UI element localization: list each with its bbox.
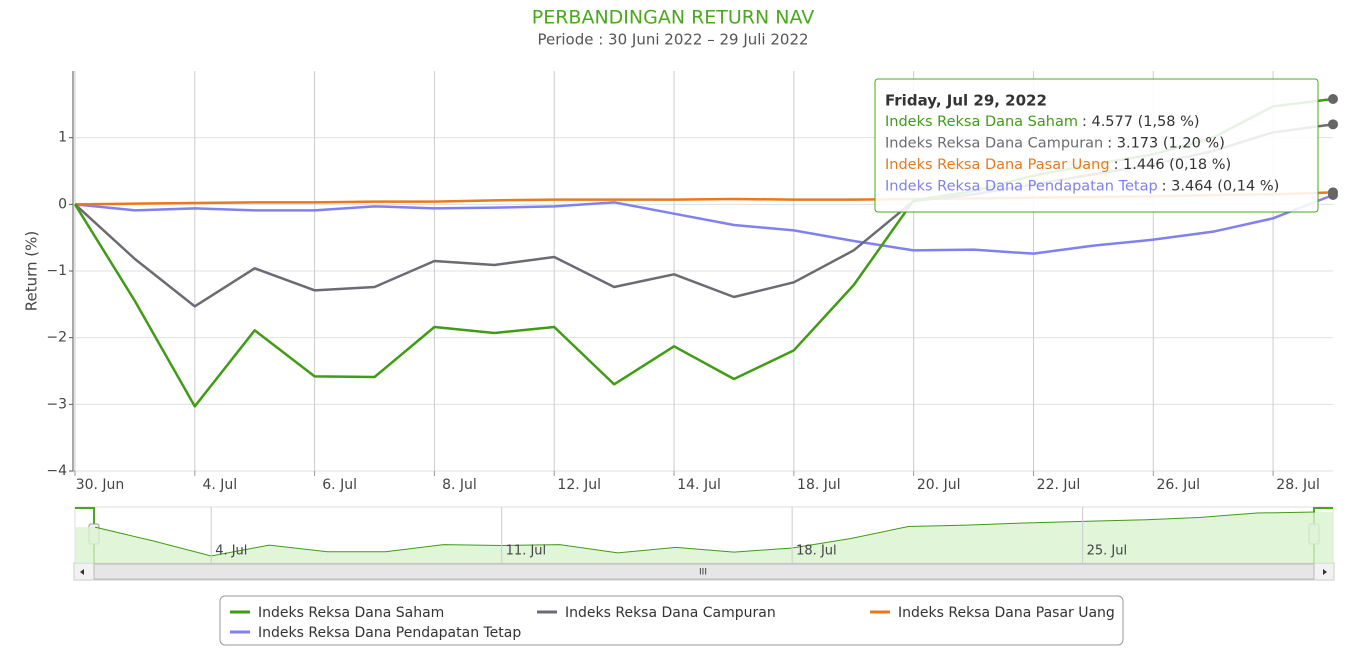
tooltip-series-name: Indeks Reksa Dana Pendapatan Tetap bbox=[885, 179, 1158, 195]
scrollbar-grip: III bbox=[699, 568, 707, 578]
hover-marker bbox=[1328, 119, 1338, 130]
scrollbar-left[interactable] bbox=[80, 569, 84, 575]
legend-label: Indeks Reksa Dana Pendapatan Tetap bbox=[258, 625, 521, 641]
series-line bbox=[74, 193, 1334, 255]
x-tick-label: 30. Jun bbox=[76, 477, 125, 493]
navigator-label: 11. Jul bbox=[506, 544, 546, 559]
x-tick-label: 20. Jul bbox=[917, 477, 961, 493]
x-tick-label: 6. Jul bbox=[322, 477, 357, 493]
tooltip-value: : 3.464 (0,14 %) bbox=[1162, 179, 1280, 195]
legend: Indeks Reksa Dana Saham Indeks Reksa Dana… bbox=[230, 605, 1115, 641]
tooltip-items: Indeks Reksa Dana Saham: 4.577 (1,58 %)I… bbox=[885, 114, 1279, 195]
tooltip-value: : 1.446 (0,18 %) bbox=[1114, 157, 1232, 173]
y-tick-label: −1 bbox=[46, 263, 67, 279]
tooltip-item: Indeks Reksa Dana Pendapatan Tetap: 3.46… bbox=[885, 179, 1279, 195]
tooltip-item: Indeks Reksa Dana Campuran: 3.173 (1,20 … bbox=[885, 136, 1225, 152]
hover-marker bbox=[1328, 190, 1338, 200]
x-tick-label: 12. Jul bbox=[557, 477, 601, 493]
navigator-area bbox=[75, 512, 1333, 563]
tooltip-item: Indeks Reksa Dana Saham: 4.577 (1,58 %) bbox=[885, 114, 1200, 130]
y-tick-label: −3 bbox=[46, 396, 67, 412]
tooltip-series-name: Indeks Reksa Dana Campuran bbox=[885, 136, 1103, 152]
navigator-line bbox=[94, 511, 1316, 557]
y-tick-label: 0 bbox=[58, 196, 67, 212]
y-tick-label: 1 bbox=[58, 130, 67, 146]
navigator-label: 25. Jul bbox=[1087, 544, 1128, 559]
chart-subtitle: Periode : 30 Juni 2022 – 29 Juli 2022 bbox=[537, 31, 808, 49]
legend-label: Indeks Reksa Dana Saham bbox=[258, 605, 444, 621]
tooltip-item: Indeks Reksa Dana Pasar Uang: 1.446 (0,1… bbox=[885, 157, 1231, 173]
tooltip-box bbox=[874, 78, 1319, 213]
tooltip-value: : 3.173 (1,20 %) bbox=[1107, 136, 1225, 152]
x-tick-label: 4. Jul bbox=[202, 477, 237, 493]
y-tick-label: −2 bbox=[46, 330, 67, 346]
y-axis-title: Return (%) bbox=[23, 231, 41, 312]
scrollbar-thumb[interactable] bbox=[93, 563, 1315, 580]
legend-label: Indeks Reksa Dana Campuran bbox=[565, 605, 776, 621]
x-tick-label: 8. Jul bbox=[442, 477, 477, 493]
x-tick-label: 22. Jul bbox=[1037, 477, 1081, 493]
chart-title: PERBANDINGAN RETURN NAV bbox=[532, 7, 815, 29]
navigator-label: 18. Jul bbox=[796, 544, 837, 559]
scrollbar-right[interactable] bbox=[1323, 569, 1327, 575]
tooltip-value: : 4.577 (1,58 %) bbox=[1082, 114, 1200, 130]
hover-marker bbox=[1328, 94, 1338, 104]
tooltip-series-name: Indeks Reksa Dana Saham bbox=[885, 114, 1078, 130]
tooltip-series-name: Indeks Reksa Dana Pasar Uang bbox=[885, 157, 1110, 173]
legend-box bbox=[219, 595, 1124, 646]
x-tick-label: 28. Jul bbox=[1276, 477, 1320, 493]
y-tick-label: −4 bbox=[46, 463, 67, 479]
tooltip-title: Friday, Jul 29, 2022 bbox=[885, 92, 1047, 110]
navigator-label: 4. Jul bbox=[215, 544, 247, 559]
x-tick-label: 26. Jul bbox=[1156, 477, 1200, 493]
x-tick-label: 18. Jul bbox=[797, 477, 841, 493]
legend-label: Indeks Reksa Dana Pasar Uang bbox=[898, 605, 1115, 621]
x-tick-label: 14. Jul bbox=[677, 477, 721, 493]
